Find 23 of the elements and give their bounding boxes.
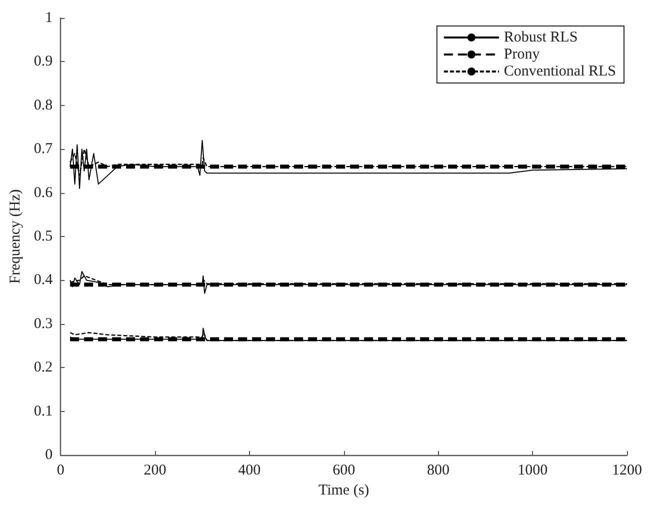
x-tick-label: 1200 bbox=[612, 462, 642, 478]
legend-label: Robust RLS bbox=[504, 30, 578, 46]
y-tick-label: 0.1 bbox=[34, 403, 53, 420]
x-tick-label: 800 bbox=[426, 462, 450, 478]
x-tick-label: 0 bbox=[56, 462, 64, 478]
y-tick-label: 0.2 bbox=[34, 360, 53, 376]
y-tick-label: 0.3 bbox=[34, 316, 53, 332]
legend-label: Prony bbox=[504, 46, 540, 62]
x-tick-label: 1000 bbox=[518, 462, 548, 478]
y-axis-title: Frequency (Hz) bbox=[8, 189, 24, 284]
x-tick-label: 200 bbox=[144, 462, 166, 478]
y-tick-label: 0 bbox=[45, 447, 53, 463]
y-tick-label: 0.7 bbox=[34, 141, 54, 158]
y-tick-label: 0.6 bbox=[34, 184, 54, 201]
y-tick-label: 1 bbox=[45, 10, 53, 26]
legend-label: Conventional RLS bbox=[504, 64, 616, 80]
y-tick-label: 0.4 bbox=[34, 272, 54, 288]
x-tick-label: 400 bbox=[238, 462, 261, 478]
y-tick-label: 0.9 bbox=[34, 54, 53, 70]
y-tick-label: 0.5 bbox=[34, 228, 53, 244]
y-tick-label: 0.8 bbox=[34, 97, 53, 114]
x-axis-title: Time (s) bbox=[318, 482, 370, 498]
x-tick-label: 600 bbox=[332, 462, 356, 478]
